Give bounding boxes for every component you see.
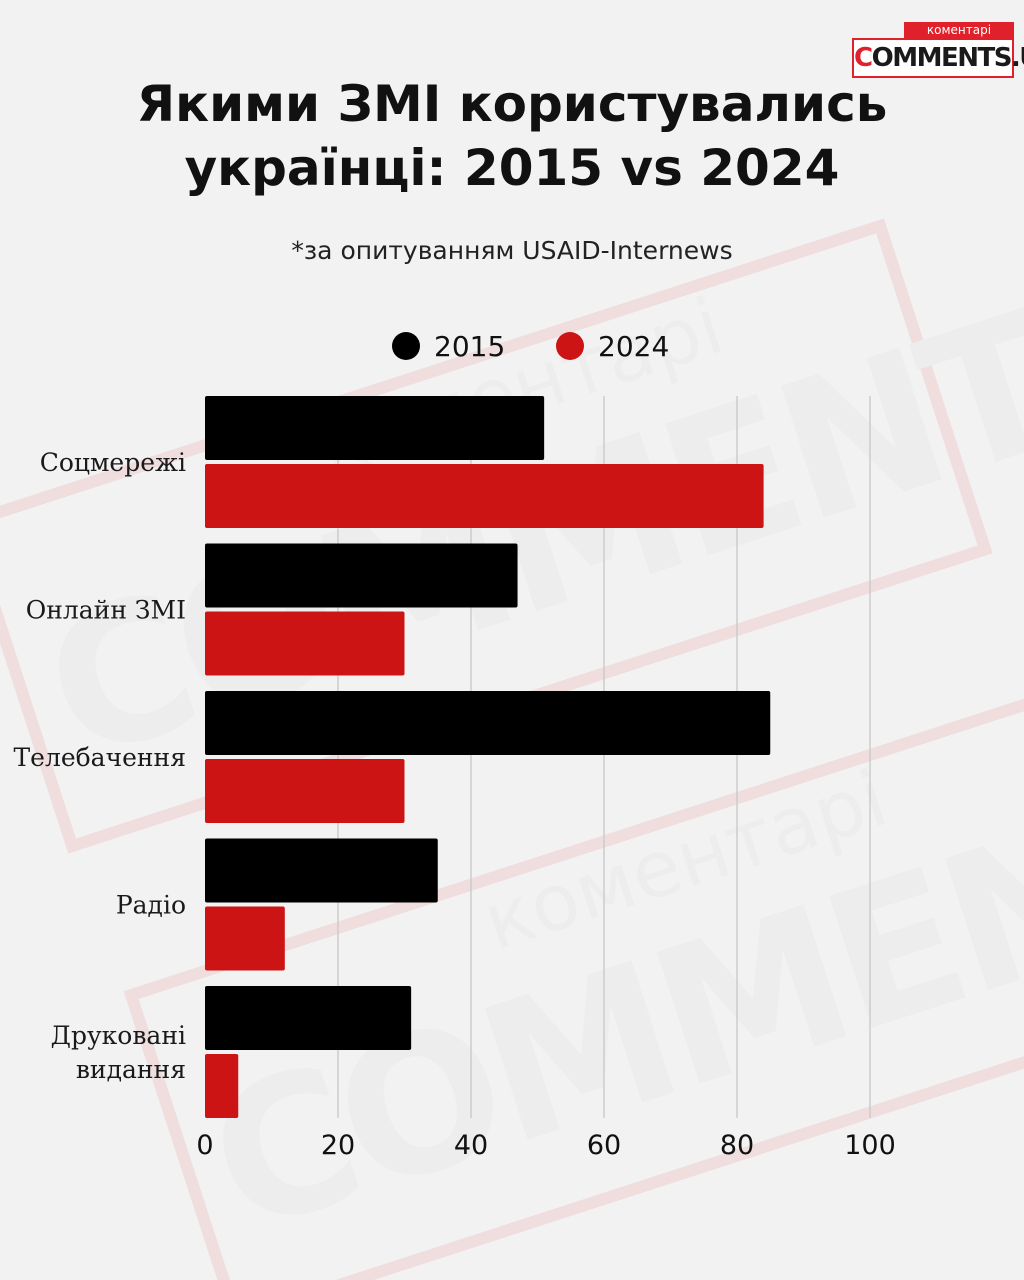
category-label-0-line-0: Соцмережі [40,448,186,477]
category-label-3-line-0: Радіо [116,891,186,920]
legend-label-2015: 2015 [434,329,506,363]
bar-2024-0 [205,464,764,528]
bar-2015-1 [205,543,518,608]
bar-2015-2 [205,691,771,755]
chart-title-line-2: українці: 2015 vs 2024 [184,139,840,197]
legend-swatch-2015 [392,332,420,360]
legend-item-2024: 2024 [556,326,669,366]
bar-2024-1 [205,611,405,676]
legend-label-2024: 2024 [598,329,670,363]
chart-title: Якими ЗМІ користувались українці: 2015 v… [0,72,1024,200]
category-label-4: Друковані видання [51,1021,186,1084]
x-tick-label-60: 60 [587,1130,621,1161]
bar-2015-3 [205,838,438,903]
category-label-2-line-0: Телебачення [13,743,186,772]
logo-word: COMMENTS.UA [852,38,1024,78]
legend-item-2015: 2015 [392,326,505,366]
category-label-2: Телебачення [13,743,186,772]
category-label-1: Онлайн ЗМІ [26,596,186,625]
category-label-0: Соцмережі [40,448,186,477]
bar-2015-4 [205,986,412,1050]
logo-tag: коментарі [904,22,1014,38]
x-tick-label-100: 100 [844,1130,896,1161]
chart-title-line-1: Якими ЗМІ користувались [136,75,888,133]
x-tick-label-40: 40 [454,1130,488,1161]
chart-legend: 2015 2024 [0,326,1024,366]
bar-2024-3 [205,906,285,971]
bar-2024-2 [205,759,405,823]
x-tick-label-80: 80 [720,1130,754,1161]
category-label-4-line-1: видання [76,1055,186,1084]
x-tick-label-20: 20 [321,1130,355,1161]
logo-word-first: C [854,43,873,73]
legend-swatch-2024 [556,332,584,360]
category-label-3: Радіо [116,891,186,920]
category-label-1-line-0: Онлайн ЗМІ [26,596,186,625]
brand-logo: коментарі COMMENTS.UA [852,22,1024,78]
bar-2015-0 [205,396,545,460]
x-tick-label-0: 0 [196,1130,213,1161]
chart-subtitle: *за опитуванням USAID-Internews [291,236,733,265]
bar-2024-4 [205,1054,239,1118]
category-label-4-line-0: Друковані [51,1021,186,1050]
logo-word-rest: OMMENTS.UA [871,43,1024,73]
